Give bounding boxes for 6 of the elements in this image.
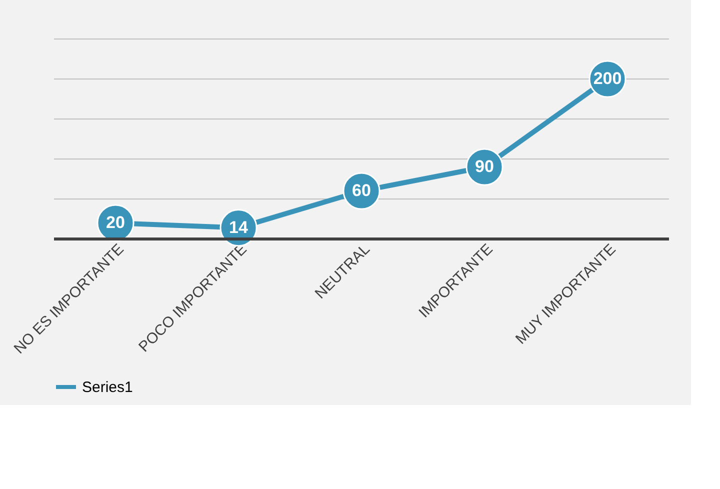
data-label: 200 [593,69,622,88]
data-label: 14 [229,218,248,237]
data-label: 20 [106,213,125,232]
data-label: 60 [352,181,371,200]
data-label: 90 [475,157,494,176]
legend-label: Series1 [82,379,133,396]
